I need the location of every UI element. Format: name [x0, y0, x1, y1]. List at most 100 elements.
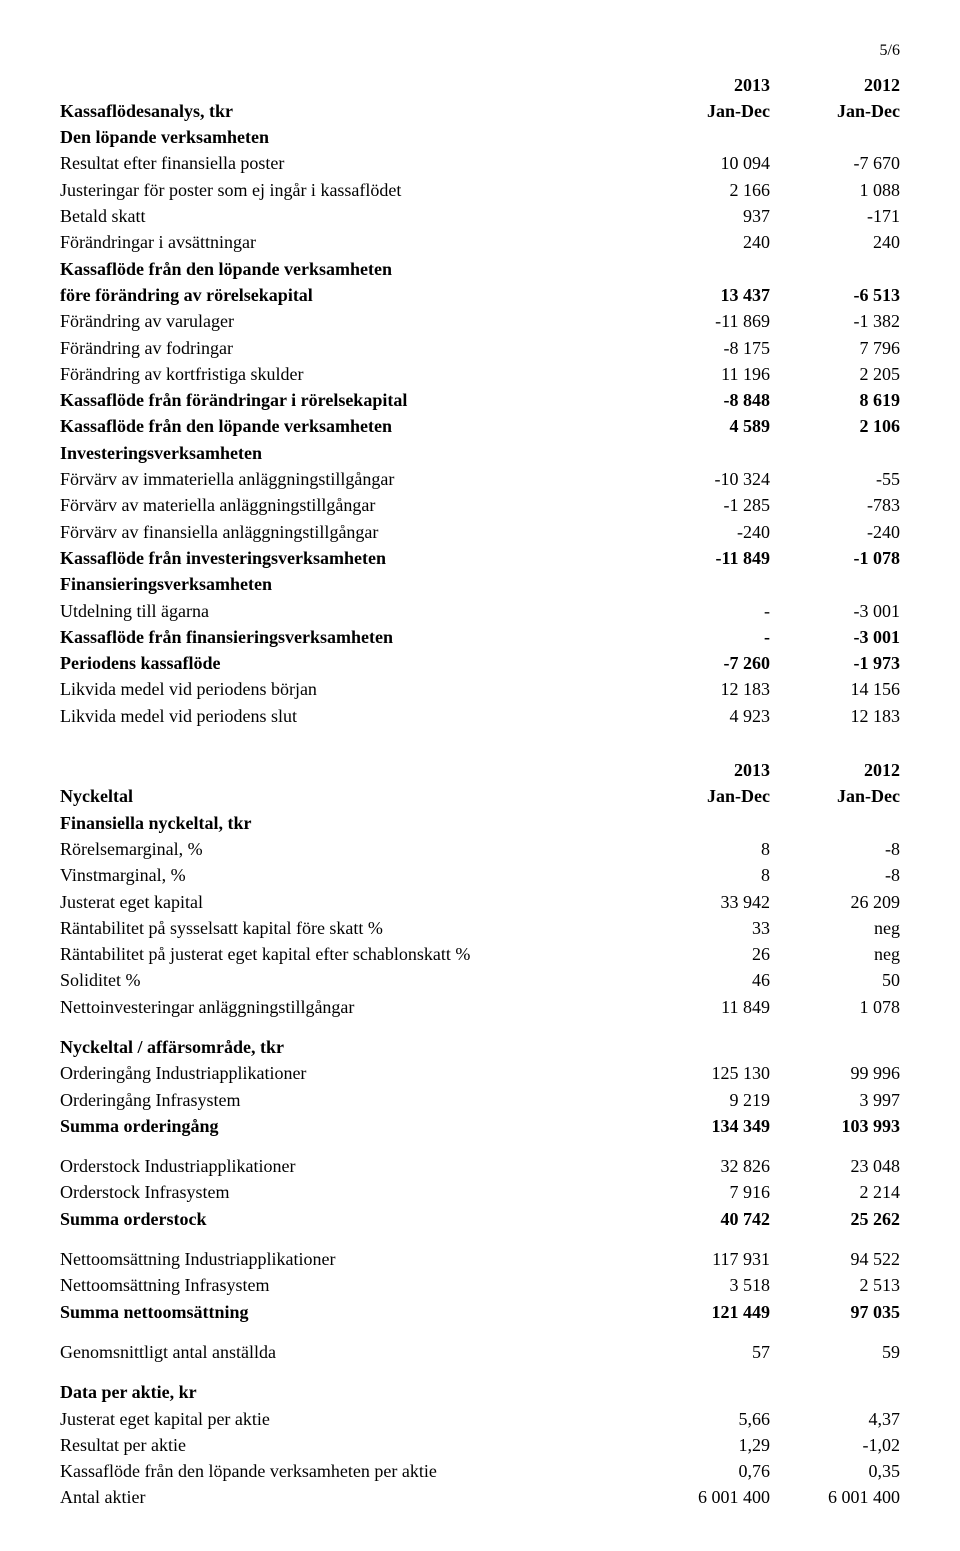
row-value-2013: 10 094: [680, 150, 790, 176]
table-row: Utdelning till ägarna--3 001: [60, 598, 900, 624]
row-value-2013: 11 196: [680, 361, 790, 387]
row-value-2013: 33 942: [680, 889, 790, 915]
table-row: Data per aktie, kr: [60, 1379, 900, 1405]
col-2012-year: 2012: [790, 757, 900, 783]
table-row: Genomsnittligt antal anställda5759: [60, 1339, 900, 1365]
row-label: Soliditet %: [60, 967, 680, 993]
table-row: Orderstock Infrasystem7 9162 214: [60, 1179, 900, 1205]
row-label: Periodens kassaflöde: [60, 650, 680, 676]
row-value-2012: -240: [790, 519, 900, 545]
row-value-2012: 12 183: [790, 703, 900, 729]
row-value-2013: 117 931: [680, 1246, 790, 1272]
table-row: Justerat eget kapital33 94226 209: [60, 889, 900, 915]
row-value-2013: -11 869: [680, 308, 790, 334]
row-value-2012: -8: [790, 862, 900, 888]
row-label: Justerat eget kapital: [60, 889, 680, 915]
row-value-2013: -11 849: [680, 545, 790, 571]
row-value-2012: 3 997: [790, 1087, 900, 1113]
row-value-2013: 3 518: [680, 1272, 790, 1298]
row-value-2012: 4,37: [790, 1406, 900, 1432]
row-value-2013: 13 437: [680, 282, 790, 308]
table-row: Summa orderstock40 74225 262: [60, 1206, 900, 1232]
row-value-2013: 0,76: [680, 1458, 790, 1484]
row-value-2012: 23 048: [790, 1153, 900, 1179]
col-2013-period: Jan-Dec: [680, 783, 790, 809]
row-label: Orderstock Infrasystem: [60, 1179, 680, 1205]
row-value-2013: 40 742: [680, 1206, 790, 1232]
row-label: Nettoomsättning Infrasystem: [60, 1272, 680, 1298]
row-value-2013: -10 324: [680, 466, 790, 492]
row-label: Rörelsemarginal, %: [60, 836, 680, 862]
row-label: Kassaflöde från den löpande verksamheten: [60, 256, 680, 282]
row-value-2012: [790, 440, 900, 466]
row-value-2013: [680, 124, 790, 150]
row-value-2012: -783: [790, 492, 900, 518]
row-value-2012: 6 001 400: [790, 1484, 900, 1510]
row-value-2013: 121 449: [680, 1299, 790, 1325]
table-row: Summa nettoomsättning121 44997 035: [60, 1299, 900, 1325]
row-value-2012: -3 001: [790, 598, 900, 624]
row-label: Likvida medel vid periodens slut: [60, 703, 680, 729]
row-value-2012: 97 035: [790, 1299, 900, 1325]
row-value-2013: -8 175: [680, 335, 790, 361]
col-2012-period: Jan-Dec: [790, 98, 900, 124]
table-row: Rörelsemarginal, %8-8: [60, 836, 900, 862]
table-row: Soliditet %4650: [60, 967, 900, 993]
row-label: Förändringar i avsättningar: [60, 229, 680, 255]
row-value-2012: [790, 1034, 900, 1060]
row-value-2012: 240: [790, 229, 900, 255]
row-value-2013: 4 923: [680, 703, 790, 729]
row-value-2013: 8: [680, 862, 790, 888]
group-spacer: [60, 1365, 900, 1379]
row-value-2013: 26: [680, 941, 790, 967]
row-value-2013: 12 183: [680, 676, 790, 702]
row-value-2012: 14 156: [790, 676, 900, 702]
row-value-2013: 46: [680, 967, 790, 993]
row-value-2013: 5,66: [680, 1406, 790, 1432]
row-value-2013: -240: [680, 519, 790, 545]
row-value-2013: 7 916: [680, 1179, 790, 1205]
table-row: Kassaflöde från den löpande verksamheten…: [60, 413, 900, 439]
table-row: Räntabilitet på sysselsatt kapital före …: [60, 915, 900, 941]
table-row: Orderingång Industriapplikationer125 130…: [60, 1060, 900, 1086]
row-value-2012: -1 078: [790, 545, 900, 571]
row-label: Resultat efter finansiella poster: [60, 150, 680, 176]
row-value-2013: [680, 810, 790, 836]
row-value-2013: [680, 256, 790, 282]
row-value-2013: [680, 1379, 790, 1405]
row-value-2012: neg: [790, 941, 900, 967]
row-value-2012: -1 973: [790, 650, 900, 676]
table-row: Förändring av fodringar-8 1757 796: [60, 335, 900, 361]
cashflow-table: 2013 2012 Kassaflödesanalys, tkr Jan-Dec…: [60, 72, 900, 729]
row-value-2012: -171: [790, 203, 900, 229]
row-value-2012: 1 088: [790, 177, 900, 203]
group-spacer: [60, 1020, 900, 1034]
row-label: Förändring av kortfristiga skulder: [60, 361, 680, 387]
table-row: Förändring av kortfristiga skulder11 196…: [60, 361, 900, 387]
row-value-2012: 103 993: [790, 1113, 900, 1139]
table-row: Summa orderingång134 349103 993: [60, 1113, 900, 1139]
row-label: Förändring av fodringar: [60, 335, 680, 361]
row-value-2013: 125 130: [680, 1060, 790, 1086]
col-2012-period: Jan-Dec: [790, 783, 900, 809]
row-value-2012: 50: [790, 967, 900, 993]
table-row: Resultat per aktie1,29-1,02: [60, 1432, 900, 1458]
row-label: Räntabilitet på sysselsatt kapital före …: [60, 915, 680, 941]
table-row: Kassaflöde från finansieringsverksamhete…: [60, 624, 900, 650]
row-label: Den löpande verksamheten: [60, 124, 680, 150]
table1-title: Kassaflödesanalys, tkr: [60, 98, 680, 124]
row-label: Genomsnittligt antal anställda: [60, 1339, 680, 1365]
table-row: Förvärv av materiella anläggningstillgån…: [60, 492, 900, 518]
table-row: Förändringar i avsättningar240240: [60, 229, 900, 255]
row-label: Kassaflöde från finansieringsverksamhete…: [60, 624, 680, 650]
row-value-2012: -55: [790, 466, 900, 492]
row-label: Orderstock Industriapplikationer: [60, 1153, 680, 1179]
table-row: Nettoinvesteringar anläggningstillgångar…: [60, 994, 900, 1020]
row-value-2012: [790, 810, 900, 836]
col-2013-period: Jan-Dec: [680, 98, 790, 124]
row-value-2012: 8 619: [790, 387, 900, 413]
row-label: Nyckeltal / affärsområde, tkr: [60, 1034, 680, 1060]
row-label: Orderingång Industriapplikationer: [60, 1060, 680, 1086]
group-spacer: [60, 1232, 900, 1246]
table-row: före förändring av rörelsekapital13 437-…: [60, 282, 900, 308]
